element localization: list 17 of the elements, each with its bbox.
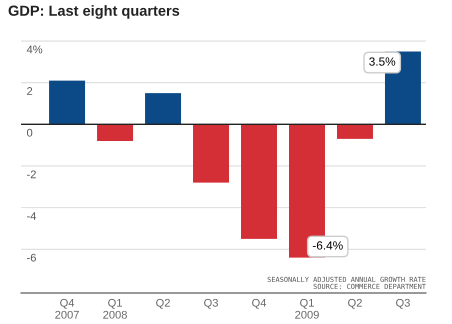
y-tick-label: -4 bbox=[27, 212, 36, 220]
x-tick-label: Q3 bbox=[204, 298, 218, 309]
x-tick-label: Q1 2009 bbox=[295, 298, 319, 319]
data-label: 3.5% bbox=[369, 57, 396, 66]
x-tick-label: Q4 2007 bbox=[55, 298, 79, 319]
chart-title: GDP: Last eight quarters bbox=[8, 5, 180, 19]
x-tick-label: Q2 bbox=[348, 298, 362, 309]
y-tick-label: 4% bbox=[26, 46, 42, 54]
y-tick-label: 2 bbox=[27, 87, 32, 95]
y-tick-label: -6 bbox=[27, 254, 36, 262]
x-tick-label: Q4 bbox=[252, 298, 266, 309]
data-label: -6.4% bbox=[312, 241, 343, 250]
y-tick-label: -2 bbox=[27, 170, 36, 178]
x-tick-label: Q3 bbox=[396, 298, 410, 309]
x-tick-label: Q1 2008 bbox=[103, 298, 127, 319]
x-tick-label: Q2 bbox=[156, 298, 170, 309]
y-tick-label: 0 bbox=[26, 128, 32, 137]
